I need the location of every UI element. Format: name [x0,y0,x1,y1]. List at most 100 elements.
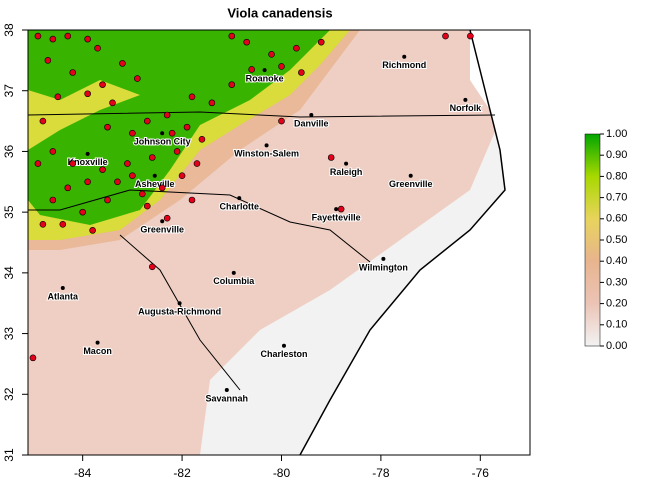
city-dot [177,301,182,306]
occurrence-point [124,160,131,167]
city-label: Richmond [382,60,426,70]
city-label: Johnson City [134,137,191,147]
x-tick-label: -76 [472,466,490,480]
occurrence-point [148,263,156,271]
occurrence-point [193,160,201,167]
occurrence-point [29,354,37,362]
city-label: Danville [294,118,329,128]
occurrence-point [129,129,136,137]
city-label: Winston-Salem [234,149,299,159]
occurrence-point [188,93,196,101]
city-dot [281,343,286,348]
map-title: Viola canadensis [227,5,332,20]
colorbar-tick-label: 0.20 [606,298,627,310]
city-dot [334,207,339,212]
colorbar-tick-label: 0.70 [606,192,627,204]
city-label: Augusta-Richmond [138,307,221,317]
colorbar [584,133,601,347]
city-dot [85,151,90,156]
city-label: Roanoke [246,73,284,83]
occurrence-point [173,148,181,155]
city-dot [160,131,165,136]
occurrence-point [49,148,57,155]
occurrence-point [228,81,236,88]
city-label: Raleigh [330,167,363,177]
x-tick-label: -78 [372,466,390,480]
occurrence-point [163,111,171,119]
occurrence-point [104,196,111,204]
occurrence-point [84,90,91,98]
city-label: Fayetteville [312,212,361,222]
occurrence-point [168,129,176,137]
city-dot [463,97,468,102]
city-dot [60,286,65,291]
occurrence-point [208,99,216,107]
city-label: Macon [83,346,112,356]
city-label: Charlotte [219,202,259,212]
city-dot [262,68,267,73]
city-label: Knoxville [68,157,108,167]
occurrence-point [34,160,42,167]
occurrence-point [119,60,126,67]
occurrence-point [337,205,345,213]
plot-frame [27,29,531,456]
occurrence-point [99,81,106,88]
state-border [28,111,496,118]
city-dot [344,161,349,166]
y-tick-label: 38 [2,23,16,37]
occurrence-point [139,190,146,198]
x-tick-label: -82 [173,466,191,480]
city-label: Greenville [389,179,433,189]
raster [28,30,530,455]
occurrence-point [64,184,72,192]
city-label: Greenville [140,225,184,235]
occurrence-point [278,117,285,125]
occurrence-point [89,227,96,234]
occurrence-point [158,184,166,192]
city-dot [408,173,413,178]
occurrence-point [109,99,116,107]
occurrence-point [298,69,305,76]
occurrence-point [178,172,186,180]
occurrence-point [104,123,111,131]
colorbar-tick-label: 0.50 [606,234,627,246]
y-tick-label: 33 [2,327,16,341]
city-dot [264,143,269,148]
occurrence-point [317,38,325,46]
city-dot [237,196,242,201]
occurrence-point [34,32,42,40]
occurrence-point [134,75,141,82]
colorbar-tick-label: 0.30 [606,276,627,288]
occurrence-point [148,154,156,161]
city-dot [224,388,229,393]
city-label: Savannah [206,393,249,403]
occurrence-point [49,196,57,204]
y-tick-label: 31 [2,448,16,462]
city-dot [152,173,157,178]
occurrence-point [248,66,255,73]
city-dot [95,340,100,345]
occurrence-point [198,135,206,143]
occurrence-point [143,117,151,125]
colorbar-tick-label: 1.00 [606,128,627,140]
coastline [299,30,506,455]
occurrence-point [64,32,72,40]
colorbar-tick-label: 0.60 [606,213,627,225]
y-tick-label: 37 [2,84,16,98]
occurrence-point [183,123,191,131]
occurrence-point [94,44,101,52]
city-dot [402,54,407,59]
occurrence-point [54,93,62,101]
occurrence-point [228,32,236,40]
occurrence-point [163,214,171,222]
occurrence-point [442,32,449,40]
ocean [300,30,530,455]
occurrence-point [327,154,335,161]
colorbar-tick-label: 0.40 [606,255,627,267]
city-label: Columbia [213,276,255,286]
city-label: Norfolk [450,103,482,113]
occurrence-point [59,220,67,228]
state-border [28,189,371,263]
